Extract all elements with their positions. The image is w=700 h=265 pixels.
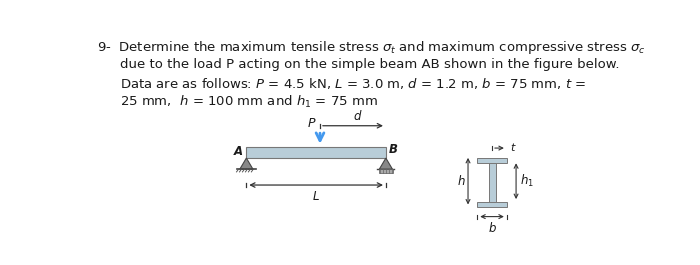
Text: d: d [353, 111, 360, 123]
Bar [379, 169, 393, 173]
Text: due to the load P acting on the simple beam AB shown in the figure below.: due to the load P acting on the simple b… [120, 58, 620, 70]
Text: P: P [308, 117, 315, 130]
Text: $h_1$: $h_1$ [520, 173, 534, 189]
Bar [477, 158, 507, 164]
Text: 9-  Determine the maximum tensile stress $\sigma_t$ and maximum compressive stre: 9- Determine the maximum tensile stress … [97, 39, 645, 56]
Text: L: L [313, 191, 319, 204]
Polygon shape [240, 158, 253, 169]
Bar [477, 202, 507, 207]
Bar [489, 164, 496, 202]
Polygon shape [379, 158, 393, 169]
Text: A: A [233, 145, 242, 158]
Text: B: B [389, 143, 398, 156]
Text: h: h [457, 175, 465, 188]
Text: b: b [489, 222, 496, 235]
Text: Data are as follows: $P$ = 4.5 kN, $L$ = 3.0 m, $d$ = 1.2 m, $b$ = 75 mm, $t$ =: Data are as follows: $P$ = 4.5 kN, $L$ =… [120, 76, 586, 91]
Text: t: t [510, 143, 515, 153]
Bar [246, 147, 386, 158]
Text: 25 mm,  $h$ = 100 mm and $h_1$ = 75 mm: 25 mm, $h$ = 100 mm and $h_1$ = 75 mm [120, 94, 378, 110]
